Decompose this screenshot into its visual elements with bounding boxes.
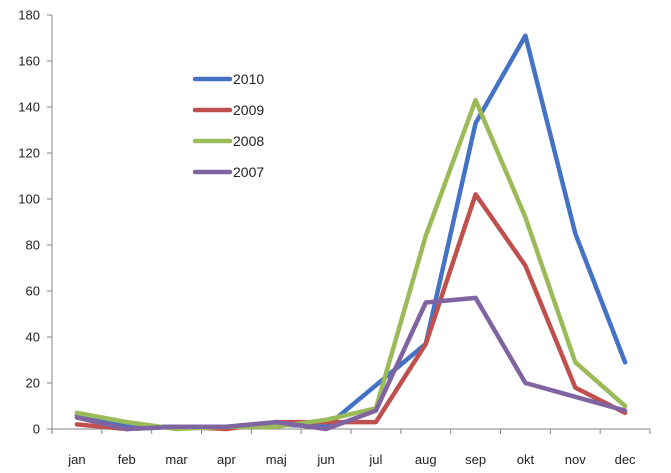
x-tick-label: aug — [415, 452, 437, 467]
x-tick-label: sep — [465, 452, 486, 467]
y-tick-label: 120 — [18, 146, 40, 161]
y-tick-label: 180 — [18, 8, 40, 23]
y-tick-label: 20 — [26, 376, 40, 391]
x-tick-label: mar — [165, 452, 188, 467]
x-tick-label: apr — [217, 452, 236, 467]
series-line-2007 — [74, 295, 628, 432]
x-tick-label: feb — [118, 452, 136, 467]
y-tick-label: 80 — [26, 238, 40, 253]
y-tick-label: 40 — [26, 330, 40, 345]
axes — [51, 15, 650, 430]
y-tick-label: 160 — [18, 54, 40, 69]
x-tick-label: nov — [565, 452, 586, 467]
series-line-2008 — [74, 97, 628, 432]
x-tick-label: maj — [266, 452, 287, 467]
legend: 2010 2009 2008 2007 — [192, 71, 264, 180]
x-tick-label: okt — [517, 452, 535, 467]
legend-label-2007: 2007 — [233, 164, 264, 180]
x-tick-label: jan — [67, 452, 85, 467]
y-axis-ticks: 0 20 40 60 80 100 120 140 160 180 — [18, 8, 52, 437]
y-tick-label: 140 — [18, 100, 40, 115]
series-line-2010 — [74, 33, 628, 429]
legend-label-2009: 2009 — [233, 102, 264, 118]
legend-label-2008: 2008 — [233, 133, 264, 149]
y-tick-label: 100 — [18, 192, 40, 207]
legend-label-2010: 2010 — [233, 71, 264, 87]
y-tick-label: 60 — [26, 284, 40, 299]
x-tick-label: jul — [368, 452, 382, 467]
series-line-2009 — [74, 192, 628, 432]
x-tick-label: dec — [615, 452, 636, 467]
y-tick-label: 0 — [33, 422, 40, 437]
x-axis-ticks: jan feb mar apr maj jun jul aug sep okt nov dec — [51, 429, 651, 467]
x-tick-label: jun — [316, 452, 334, 467]
series-lines — [74, 33, 628, 432]
